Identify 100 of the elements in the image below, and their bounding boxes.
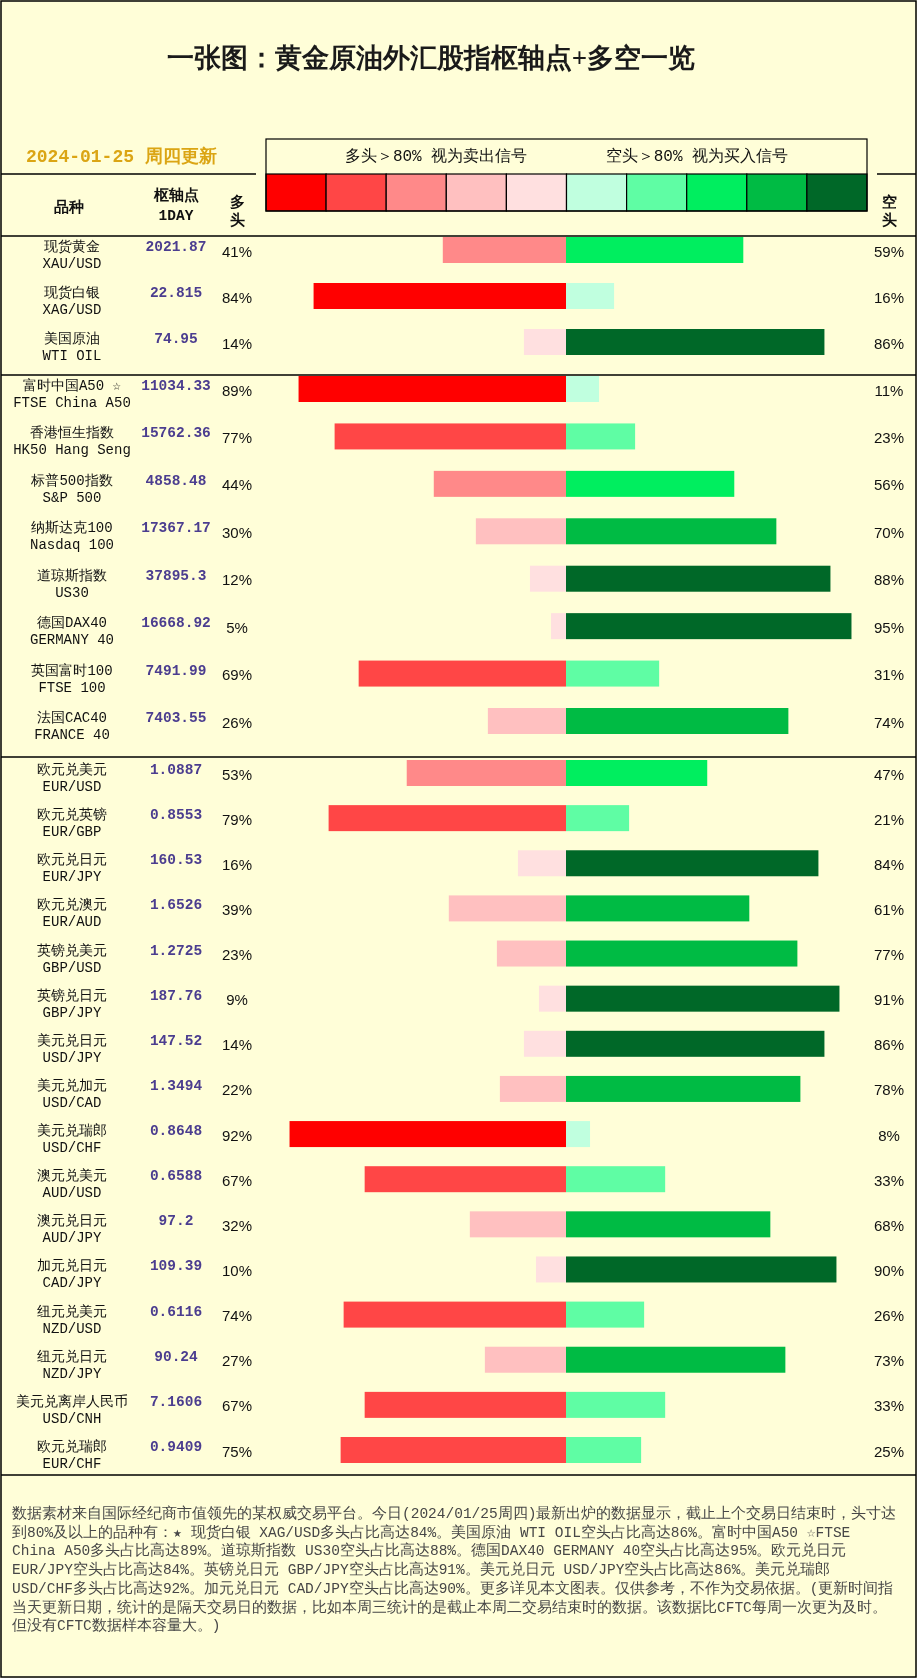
text: 7.1606 [149,1393,203,1410]
data-label: 68% [873,1216,905,1234]
y-tick-label: 欧元兑美元 EUR/USD [37,762,107,795]
bar [550,613,566,640]
text: 187.76 [149,987,203,1004]
y-tick-label: 美元兑加元 USD/CAD [37,1077,107,1111]
y-tick-label: 美元兑离岸人民币 USD/CNH [16,1393,128,1427]
data-label: 11% [874,381,904,399]
text: 0.8648 [149,1123,203,1140]
text: 11034.33 [141,378,211,394]
data-label: 25% [873,1442,905,1460]
text: 0.6588 [149,1168,203,1185]
y-tick-label: 纳斯达克100 Nasdaq 100 [29,520,115,554]
text: 2024-01-25 周四更新 [26,146,217,167]
text: 97.2 [158,1213,194,1230]
data-label: 79% [221,810,253,828]
text: 1.6526 [149,897,203,914]
data-label: 84% [873,855,905,873]
text: 枢轴点 1DAY [152,187,199,224]
y-tick-label: 香港恒生指数 HK50 Hang Seng [13,425,131,459]
text: 7491.99 [145,662,207,679]
data-label: 91% [873,991,905,1009]
data-label: 26% [221,713,253,731]
y-tick-label: 道琼斯指数 US30 [37,567,107,601]
data-label: 59% [873,242,905,260]
y-tick-label: 纽元兑美元 NZD/USD [37,1303,107,1337]
text: 17367.17 [141,520,211,537]
text: 2021.87 [145,239,207,255]
text: 0.6116 [149,1303,203,1320]
y-tick-label: 美国原油 WTI OIL [42,331,102,364]
data-label: 69% [221,666,253,684]
y-tick-label: 美元兑日元 USD/JPY [37,1032,107,1066]
bar [517,850,566,877]
data-label: 10% [221,1261,253,1279]
data-label: 23% [221,946,253,964]
text: 7403.55 [145,710,207,726]
data-label: 95% [873,618,905,636]
data-label: 16% [221,855,253,873]
data-label: 47% [873,765,905,783]
y-tick-label: 澳元兑日元 AUD/JPY [37,1213,107,1247]
text: 空头＞80% 视为买入信号 [605,147,789,166]
data-label: 90% [873,1261,905,1279]
data-label: 12% [221,571,253,589]
data-label: 33% [873,1171,905,1189]
data-label: 67% [221,1171,253,1189]
data-label: 44% [221,476,253,494]
data-label: 27% [221,1352,253,1370]
y-tick-label: 德国DAX40 GERMANY 40 [29,615,115,649]
data-label: 92% [221,1126,253,1144]
y-tick-label: 欧元兑瑞郎 EUR/CHF [37,1439,107,1472]
data-label: 26% [873,1307,905,1325]
text: 4858.48 [145,472,207,489]
y-tick-label: 英国富时100 FTSE 100 [31,662,113,696]
y-tick-label: 标普500指数 S&P 500 [30,471,113,506]
data-label: 16% [873,288,905,306]
data-label: 77% [221,428,253,446]
text: 1.0887 [149,762,203,778]
text: 15762.36 [141,425,211,442]
bar [566,376,600,402]
y-tick-label: 澳元兑美元 AUD/USD [37,1168,107,1202]
data-label: 73% [873,1352,905,1370]
data-label: 14% [221,1036,253,1054]
data-label: 8% [878,1126,900,1144]
y-tick-label: 现货黄金 XAU/USD [42,239,102,272]
data-label: 5% [226,618,248,636]
y-tick-label: 法国CAC40 FRANCE 40 [34,710,110,743]
text: 16668.92 [141,615,211,632]
text: 多头＞80% 视为卖出信号 [344,147,528,166]
y-tick-label: 欧元兑澳元 EUR/AUD [37,897,107,931]
bar [529,565,566,592]
text: 160.53 [149,852,203,869]
data-label: 41% [221,242,253,260]
y-axis-title: 品种 [54,197,84,215]
data-label: 84% [221,288,253,306]
chart-title: 一张图：黄金原油外汇股指枢轴点+多空一览 [166,43,696,73]
bar [538,985,566,1012]
bar [566,1121,591,1148]
data-label: 56% [873,476,905,494]
data-label: 70% [873,523,905,541]
y-tick-label: 美元兑瑞郎 USD/CHF [37,1123,107,1157]
data-label: 75% [221,1442,253,1460]
data-label: 14% [221,334,253,352]
data-label: 88% [873,571,905,589]
y-tick-label: 欧元兑英镑 EUR/GBP [37,807,107,841]
text: 1.2725 [149,942,203,959]
y-tick-label: 现货白银 XAG/USD [42,285,102,318]
data-label: 21% [873,810,905,828]
y-tick-label: 欧元兑日元 EUR/JPY [37,852,107,886]
text: 22.815 [149,285,203,301]
data-label: 74% [221,1307,253,1325]
text: 90.24 [154,1348,199,1365]
data-label: 78% [873,1081,905,1099]
bar [535,1256,566,1283]
data-label: 74% [873,713,905,731]
text: 74.95 [154,331,198,347]
text: 空头 [881,192,897,228]
data-label: 33% [873,1397,905,1415]
y-tick-label: 英镑兑美元 GBP/USD [37,942,107,976]
data-label: 86% [873,334,905,352]
data-label: 23% [873,428,905,446]
